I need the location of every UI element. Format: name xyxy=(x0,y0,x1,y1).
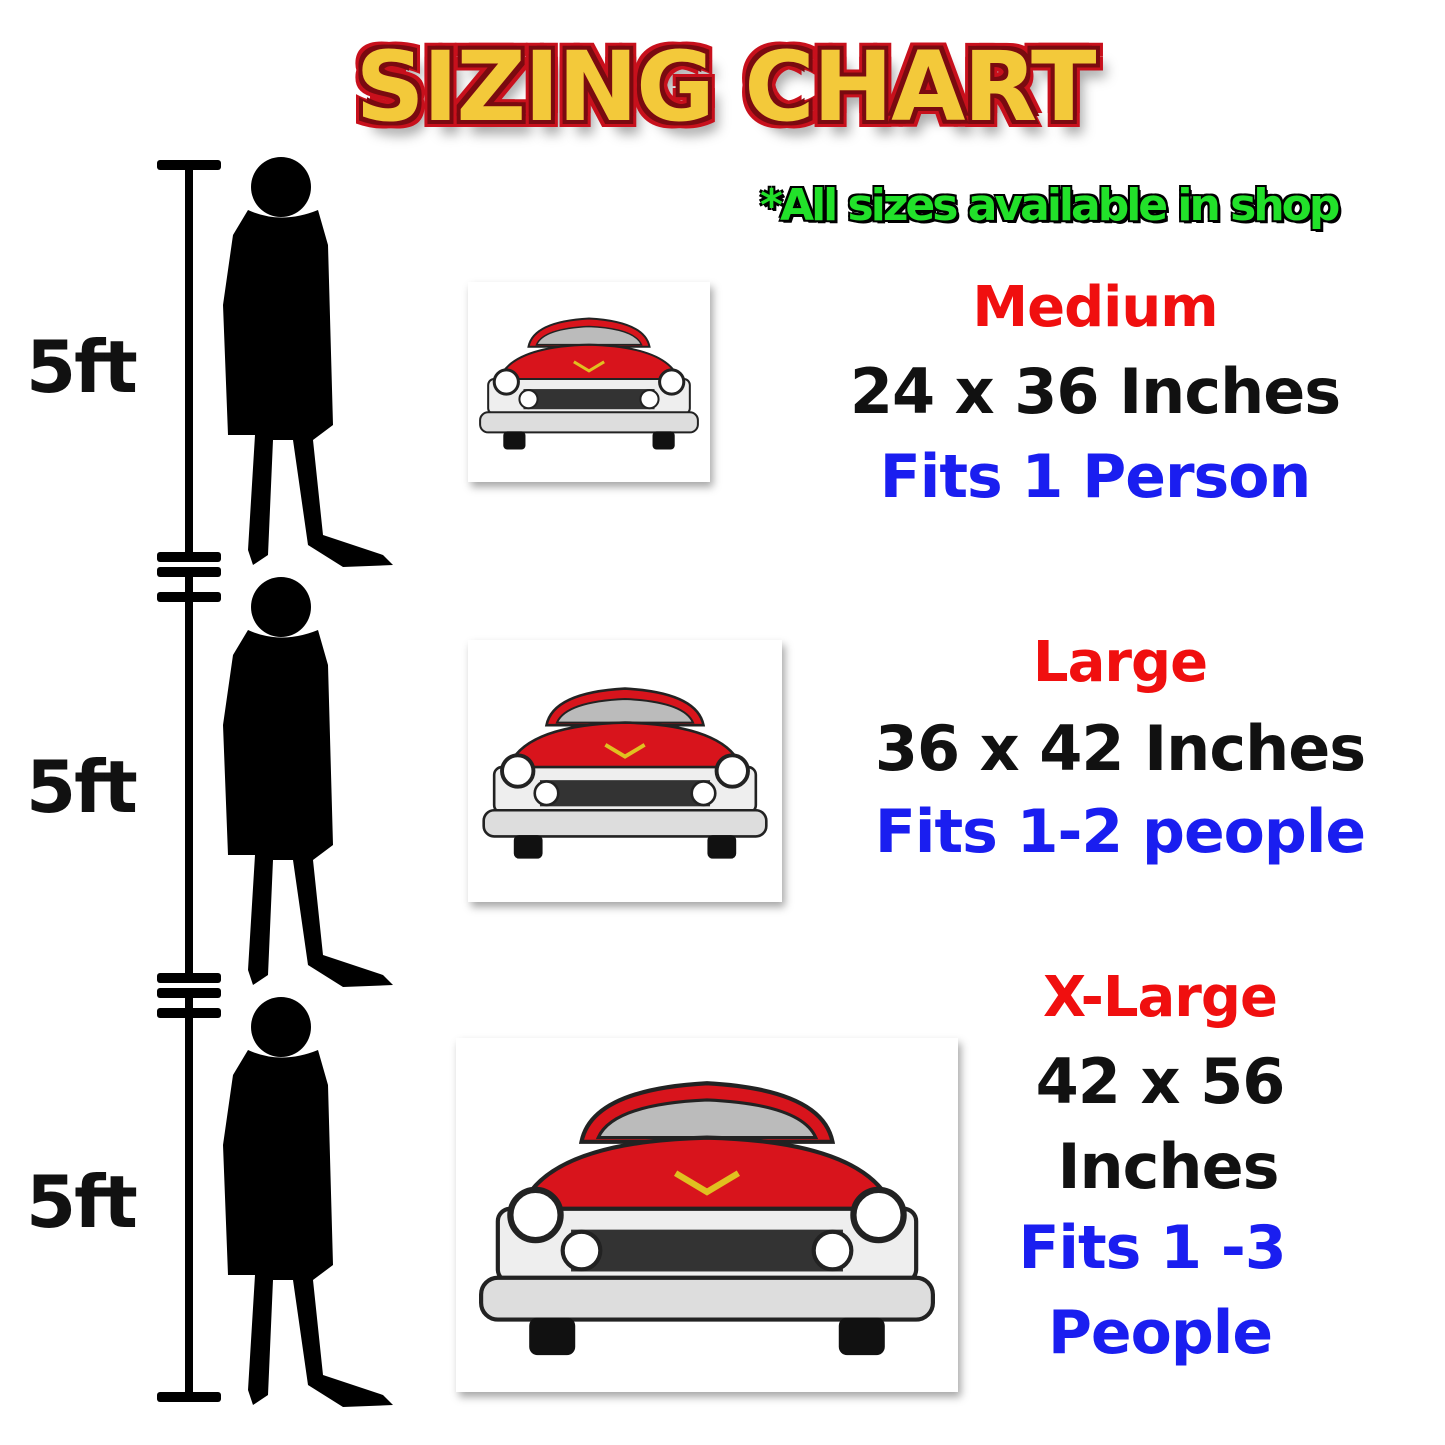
height-label: 5ft xyxy=(26,325,138,409)
size-dimensions: 24 x 36 Inches xyxy=(849,355,1341,428)
car-icon xyxy=(468,640,782,902)
car-backdrop-medium xyxy=(468,282,710,482)
page-title: SIZING CHART xyxy=(355,31,1097,143)
size-name: Large xyxy=(1032,630,1208,695)
person-silhouette-icon xyxy=(222,995,404,1415)
car-backdrop-large xyxy=(468,640,782,902)
car-icon xyxy=(456,1038,958,1392)
size-fits: Fits 1 -3 xyxy=(1018,1213,1286,1283)
person-silhouette-icon xyxy=(222,155,404,575)
size-dimensions-unit: Inches xyxy=(1057,1130,1279,1203)
size-name: X-Large xyxy=(1042,965,1278,1030)
height-label: 5ft xyxy=(26,745,138,829)
availability-note: *All sizes available in shop xyxy=(760,180,1340,231)
car-icon xyxy=(468,282,710,482)
car-backdrop-xlarge xyxy=(456,1038,958,1392)
size-name: Medium xyxy=(972,275,1218,340)
person-silhouette-icon xyxy=(222,575,404,995)
size-fits: Fits 1 Person xyxy=(879,442,1311,512)
size-dimensions: 36 x 42 Inches xyxy=(874,712,1366,785)
size-fits-people: People xyxy=(1047,1298,1273,1368)
height-label: 5ft xyxy=(26,1160,138,1244)
size-fits: Fits 1-2 people xyxy=(874,797,1366,867)
size-dimensions: 42 x 56 xyxy=(1035,1045,1286,1118)
